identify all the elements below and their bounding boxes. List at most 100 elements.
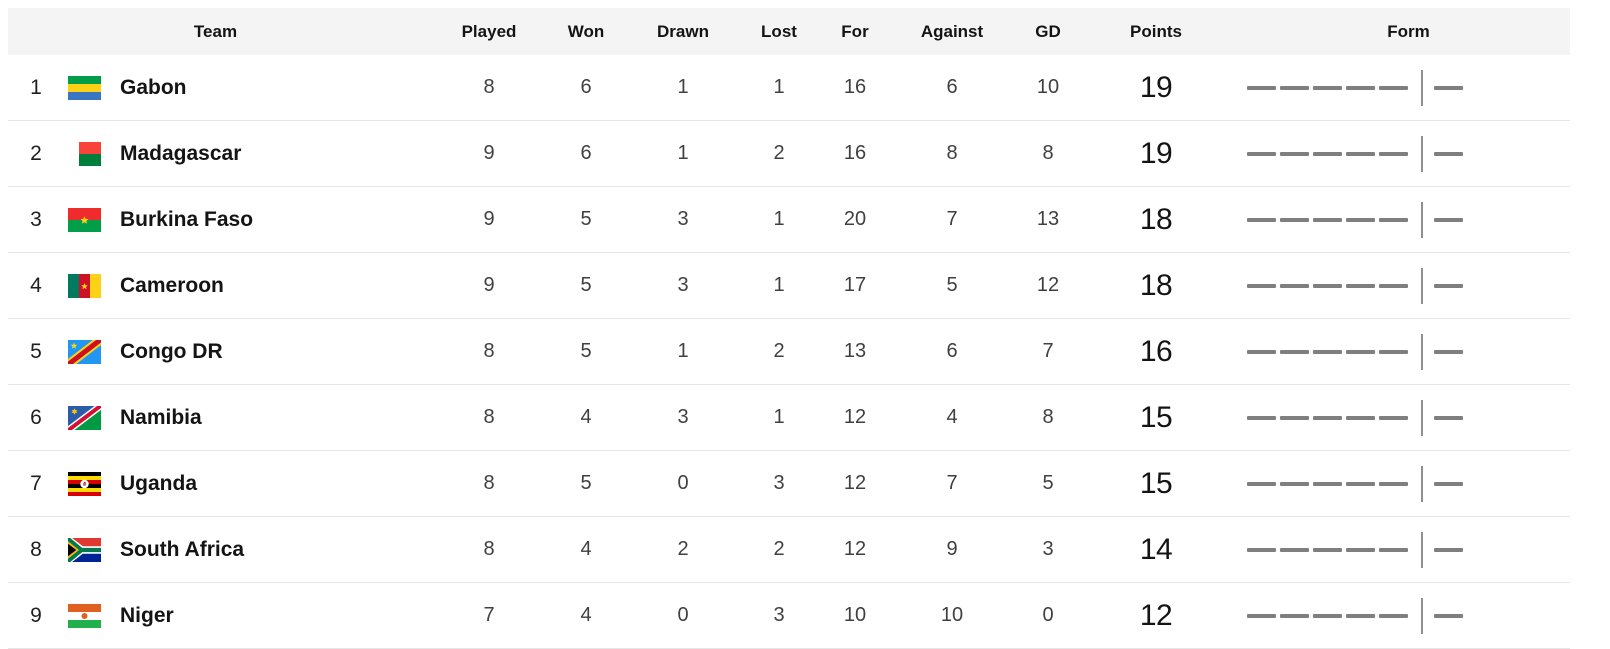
form-dash xyxy=(1434,85,1463,90)
form-dash xyxy=(1247,547,1276,552)
form-dash xyxy=(1379,349,1408,354)
lost-value: 1 xyxy=(773,406,785,428)
table-row: 1 Gabon 8 6 1 1 16 6 10 19 xyxy=(8,55,1570,121)
form-dash xyxy=(1379,415,1408,420)
table-row: 9 Niger 7 4 0 3 10 10 0 12 xyxy=(8,583,1570,649)
played-value: 8 xyxy=(483,538,495,560)
form-next-match xyxy=(1434,217,1463,222)
rank-number: 3 xyxy=(30,207,42,231)
played-value: 8 xyxy=(483,472,495,494)
drawn-value: 0 xyxy=(677,604,689,626)
goals-against-value: 6 xyxy=(946,340,958,362)
form-dash xyxy=(1280,217,1309,222)
goal-difference-value: 12 xyxy=(1036,274,1060,296)
form-past-matches xyxy=(1247,85,1408,90)
column-header-drawn: Drawn xyxy=(657,21,709,41)
won-value: 4 xyxy=(580,604,592,626)
goal-difference-value: 8 xyxy=(1042,142,1054,164)
form-dash xyxy=(1434,415,1463,420)
drawn-value: 0 xyxy=(677,472,689,494)
won-value: 6 xyxy=(580,142,592,164)
form-dash xyxy=(1280,415,1309,420)
goals-for-value: 16 xyxy=(843,76,867,98)
played-value: 8 xyxy=(483,340,495,362)
points-value: 15 xyxy=(1139,400,1173,434)
rank-number: 5 xyxy=(30,339,42,363)
form-dash xyxy=(1280,547,1309,552)
goals-against-value: 5 xyxy=(946,274,958,296)
form-separator xyxy=(1421,333,1423,370)
rank-number: 6 xyxy=(30,405,42,429)
team-flag-icon xyxy=(64,472,104,496)
drawn-value: 1 xyxy=(677,142,689,164)
team-flag-icon xyxy=(64,208,104,232)
won-value: 5 xyxy=(580,472,592,494)
column-header-for: For xyxy=(841,21,869,41)
form-dash xyxy=(1434,613,1463,618)
form-guide xyxy=(1247,135,1570,172)
rank-number: 8 xyxy=(30,537,42,561)
form-dash xyxy=(1280,85,1309,90)
form-dash xyxy=(1247,85,1276,90)
form-dash xyxy=(1346,613,1375,618)
form-guide xyxy=(1247,465,1570,502)
form-guide xyxy=(1247,597,1570,634)
table-row: 2 Madagascar 9 6 1 2 16 8 8 19 xyxy=(8,121,1570,187)
form-separator xyxy=(1421,531,1423,568)
played-value: 7 xyxy=(483,604,495,626)
lost-value: 1 xyxy=(773,76,785,98)
team-flag-icon xyxy=(64,406,104,430)
form-dash xyxy=(1346,481,1375,486)
form-next-match xyxy=(1434,349,1463,354)
lost-value: 2 xyxy=(773,538,785,560)
form-guide xyxy=(1247,267,1570,304)
form-dash xyxy=(1280,481,1309,486)
form-dash xyxy=(1379,217,1408,222)
won-value: 5 xyxy=(580,340,592,362)
drawn-value: 3 xyxy=(677,274,689,296)
form-separator xyxy=(1421,201,1423,238)
form-dash xyxy=(1379,283,1408,288)
team-name: Namibia xyxy=(120,405,202,429)
goal-difference-value: 3 xyxy=(1042,538,1054,560)
goals-against-value: 9 xyxy=(946,538,958,560)
table-row: 3 Burkina Faso 9 5 3 1 20 7 13 18 xyxy=(8,187,1570,253)
goals-for-value: 13 xyxy=(843,340,867,362)
team-flag-icon xyxy=(64,274,104,298)
goals-against-value: 7 xyxy=(946,472,958,494)
form-next-match xyxy=(1434,547,1463,552)
form-past-matches xyxy=(1247,481,1408,486)
form-guide xyxy=(1247,399,1570,436)
drawn-value: 3 xyxy=(677,208,689,230)
goals-against-value: 7 xyxy=(946,208,958,230)
team-flag-icon xyxy=(64,538,104,562)
team-flag-icon xyxy=(64,604,104,628)
points-value: 15 xyxy=(1139,466,1173,500)
form-dash xyxy=(1434,217,1463,222)
form-past-matches xyxy=(1247,349,1408,354)
form-separator xyxy=(1421,399,1423,436)
won-value: 5 xyxy=(580,274,592,296)
won-value: 6 xyxy=(580,76,592,98)
league-table: Team Played Won Drawn Lost For Against G… xyxy=(8,8,1570,649)
drawn-value: 2 xyxy=(677,538,689,560)
played-value: 8 xyxy=(483,406,495,428)
column-header-lost: Lost xyxy=(761,21,797,41)
form-past-matches xyxy=(1247,283,1408,288)
form-dash xyxy=(1313,547,1342,552)
column-header-points: Points xyxy=(1130,21,1182,41)
form-dash xyxy=(1434,349,1463,354)
team-name: Madagascar xyxy=(120,141,242,165)
form-dash xyxy=(1280,151,1309,156)
form-dash xyxy=(1313,151,1342,156)
form-dash xyxy=(1379,85,1408,90)
form-next-match xyxy=(1434,85,1463,90)
form-dash xyxy=(1379,547,1408,552)
form-dash xyxy=(1434,481,1463,486)
goal-difference-value: 8 xyxy=(1042,406,1054,428)
column-header-team: Team xyxy=(193,21,238,41)
form-guide xyxy=(1247,69,1570,106)
lost-value: 1 xyxy=(773,274,785,296)
goal-difference-value: 13 xyxy=(1036,208,1060,230)
won-value: 4 xyxy=(580,538,592,560)
